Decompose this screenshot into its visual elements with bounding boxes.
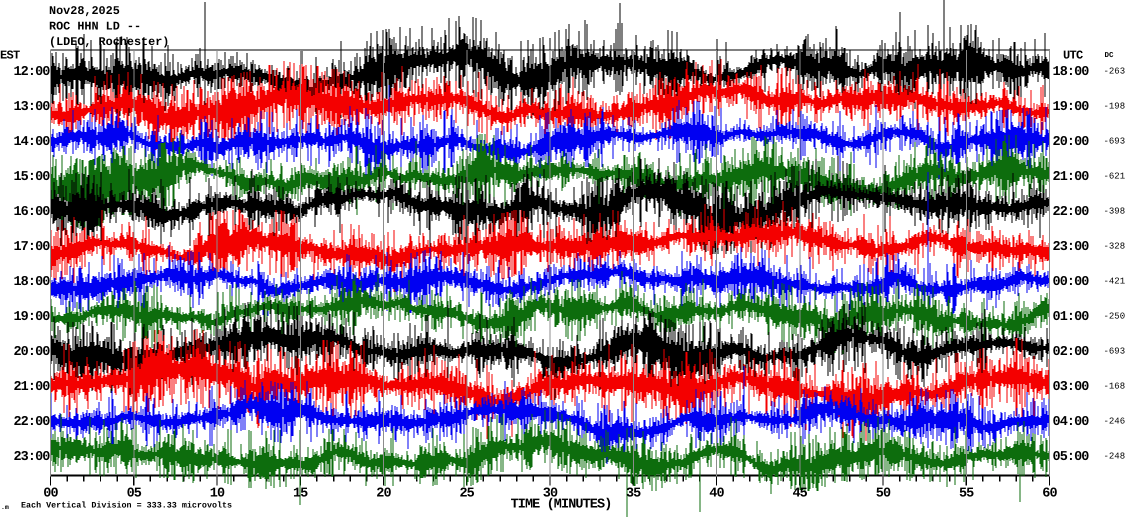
svg-text:TIME (MINUTES): TIME (MINUTES) [511,497,612,512]
svg-text:35: 35 [626,487,641,502]
svg-text:25: 25 [459,487,474,502]
svg-text:-198: -198 [1104,102,1126,112]
svg-text:00:00: 00:00 [1053,275,1090,290]
svg-text:-621: -621 [1104,172,1126,182]
svg-text:23:00: 23:00 [13,450,50,465]
svg-text:60: 60 [1042,487,1057,502]
svg-text:21:00: 21:00 [1053,170,1090,185]
svg-text:.m: .m [1,504,9,511]
svg-text:EST: EST [0,49,20,63]
svg-text:20:00: 20:00 [13,345,50,360]
svg-text:20:00: 20:00 [1053,135,1090,150]
svg-text:10: 10 [210,487,225,502]
svg-text:03:00: 03:00 [1053,380,1090,395]
svg-text:30: 30 [543,487,558,502]
svg-text:(LDEO, Rochester): (LDEO, Rochester) [49,35,169,49]
svg-text:05: 05 [127,487,142,502]
svg-text:DC: DC [1105,51,1115,60]
svg-text:Nov28,2025: Nov28,2025 [49,4,120,18]
svg-text:02:00: 02:00 [1053,345,1090,360]
svg-text:-693: -693 [1104,137,1126,147]
svg-text:40: 40 [709,487,724,502]
svg-text:15:00: 15:00 [13,170,50,185]
svg-text:-168: -168 [1104,382,1126,392]
svg-text:23:00: 23:00 [1053,240,1090,255]
svg-text:50: 50 [876,487,891,502]
svg-text:14:00: 14:00 [13,135,50,150]
svg-text:55: 55 [959,487,974,502]
svg-text:18:00: 18:00 [13,275,50,290]
svg-text:05:00: 05:00 [1053,450,1090,465]
svg-text:13:00: 13:00 [13,100,50,115]
svg-text:-248: -248 [1104,452,1126,462]
svg-text:-398: -398 [1104,207,1126,217]
svg-text:19:00: 19:00 [1053,100,1090,115]
svg-text:22:00: 22:00 [13,415,50,430]
svg-text:-250: -250 [1104,312,1126,322]
svg-text:01:00: 01:00 [1053,310,1090,325]
svg-text:15: 15 [293,487,308,502]
svg-text:-328: -328 [1104,242,1126,252]
svg-text:45: 45 [792,487,807,502]
svg-text:-421: -421 [1104,277,1126,287]
svg-text:16:00: 16:00 [13,205,50,220]
svg-text:UTC: UTC [1063,49,1083,63]
svg-text:-246: -246 [1104,417,1126,427]
svg-text:-263: -263 [1104,67,1126,77]
svg-text:12:00: 12:00 [13,65,50,80]
svg-text:04:00: 04:00 [1053,415,1090,430]
svg-text:19:00: 19:00 [13,310,50,325]
svg-text:18:00: 18:00 [1053,65,1090,80]
svg-text:ROC HHN LD --: ROC HHN LD -- [49,20,141,34]
svg-text:20: 20 [376,487,391,502]
svg-text:22:00: 22:00 [1053,205,1090,220]
svg-text:21:00: 21:00 [13,380,50,395]
svg-text:Each Vertical Division = 333.: Each Vertical Division = 333.33 microvol… [21,501,232,511]
svg-text:-693: -693 [1104,347,1126,357]
svg-text:17:00: 17:00 [13,240,50,255]
svg-text:00: 00 [43,487,58,502]
